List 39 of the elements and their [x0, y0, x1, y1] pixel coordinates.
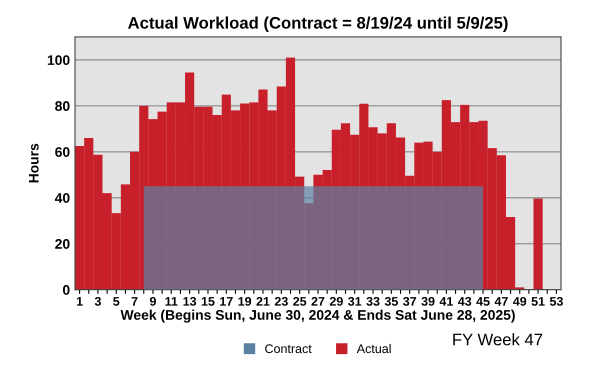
y-tick-label: 20: [55, 239, 70, 249]
x-tick-label: 53: [550, 296, 563, 306]
x-tick-label: 25: [293, 296, 306, 306]
x-tick-label: 5: [113, 297, 120, 306]
legend-label: Actual: [356, 344, 391, 354]
x-tick-label: 9: [150, 296, 156, 306]
x-tick-label: 3: [94, 296, 101, 306]
chart-title: Actual Workload (Contract = 8/19/24 until 5/9/25): [128, 16, 508, 32]
x-tick-label: 39: [421, 296, 435, 306]
x-tick-label: 47: [494, 297, 508, 306]
x-axis-title: Week (Begins Sun, June 30, 2024 & Ends Sat June 28, 2025): [120, 310, 515, 323]
x-tick-label: 45: [476, 297, 490, 306]
x-tick-label: 33: [366, 296, 380, 306]
legend-label: Contract: [265, 344, 312, 354]
y-tick-label: 60: [55, 147, 70, 157]
x-tick-label: 21: [256, 296, 270, 306]
x-tick-label: 51: [532, 297, 545, 306]
y-axis-title: Hours: [28, 144, 39, 182]
x-tick-label: 29: [330, 296, 343, 306]
x-tick-label: 27: [311, 296, 324, 306]
x-tick-label: 35: [384, 296, 398, 306]
x-tick-label: 1: [76, 297, 83, 306]
text: FY Week 47: [453, 333, 542, 346]
x-tick-label: 15: [202, 297, 215, 306]
x-tick-label: 43: [458, 296, 472, 306]
x-tick-label: 31: [348, 296, 362, 306]
x-tick-label: 19: [238, 296, 252, 306]
x-tick-label: 17: [220, 297, 233, 306]
x-tick-label: 7: [132, 297, 138, 306]
x-tick-label: 11: [165, 297, 178, 306]
y-tick-label: 40: [54, 193, 70, 203]
y-tick-label: 0: [62, 285, 70, 295]
x-tick-label: 49: [512, 296, 526, 306]
x-tick-label: 37: [403, 296, 416, 306]
x-tick-label: 23: [274, 296, 288, 306]
x-tick-label: 41: [440, 297, 453, 306]
y-tick-label: 80: [55, 101, 70, 112]
y-tick-label: 100: [48, 55, 70, 66]
x-tick-label: 13: [183, 296, 196, 306]
